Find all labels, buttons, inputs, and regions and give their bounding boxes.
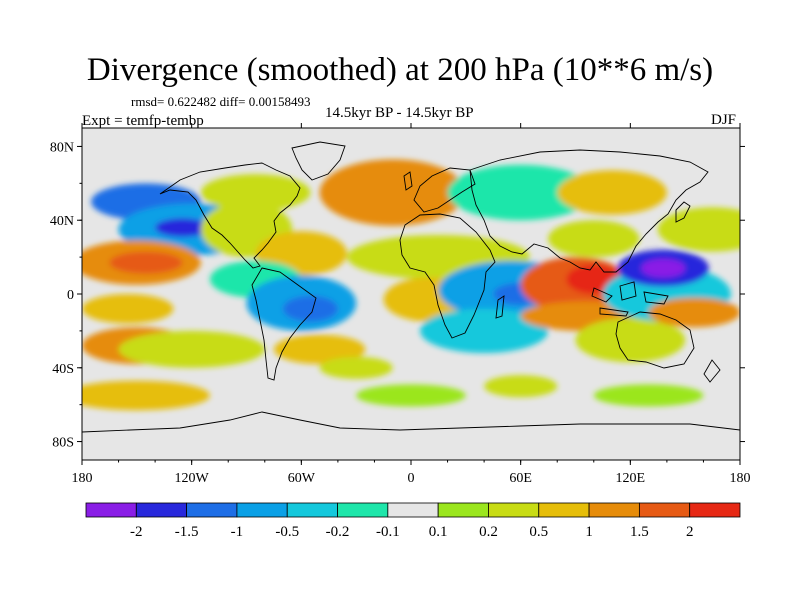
- colorbar-label: 0.1: [429, 524, 448, 540]
- colorbar-swatch: [437, 502, 489, 518]
- axis-ticks: [77, 123, 745, 465]
- colorbar-label: 2: [686, 524, 694, 540]
- anomaly-region: [319, 356, 393, 379]
- anomaly-region: [200, 174, 311, 211]
- coastline-outlines: [82, 141, 740, 433]
- stats-text: rmsd= 0.622482 diff= 0.00158493: [131, 94, 311, 109]
- anomaly-region: [447, 164, 594, 221]
- colorbar-label: -0.5: [275, 524, 299, 540]
- colorbar-swatch: [689, 502, 741, 518]
- anomaly-region: [109, 251, 183, 274]
- anomaly-region: [283, 295, 338, 322]
- latitude-labels: 80N 40N 0 40S 80S: [50, 140, 74, 450]
- anomaly-region: [548, 220, 640, 258]
- colorbar-swatch: [588, 502, 640, 518]
- colorbar-swatch: [186, 502, 238, 518]
- colorbar-swatch: [538, 502, 590, 518]
- longitude-label: 60E: [509, 471, 532, 486]
- anomaly-region: [484, 375, 558, 398]
- anomaly-region: [641, 258, 686, 278]
- colorbar-swatch: [638, 502, 691, 518]
- colorbar-label: -2: [130, 524, 143, 540]
- longitude-label: 120E: [616, 471, 646, 486]
- anomaly-region: [648, 297, 740, 328]
- plot-title: Divergence (smoothed) at 200 hPa (10**6 …: [86, 52, 714, 88]
- latitude-label: 40N: [50, 214, 74, 229]
- colorbar-label: 0.5: [529, 524, 548, 540]
- longitude-label: 180: [730, 471, 751, 486]
- colorbar-swatch: [488, 502, 540, 518]
- colorbar: [85, 502, 741, 518]
- latitude-label: 40S: [52, 362, 74, 377]
- anomaly-region: [657, 207, 740, 252]
- longitude-label: 60W: [288, 471, 316, 486]
- colorbar-swatch: [236, 502, 288, 518]
- colorbar-label: 1.5: [630, 524, 649, 540]
- anomaly-region: [557, 170, 667, 215]
- longitude-label: 0: [408, 471, 415, 486]
- period-label: 14.5kyr BP - 14.5kyr BP: [325, 105, 474, 121]
- anomaly-region: [420, 308, 549, 354]
- anomaly-region: [593, 384, 704, 407]
- colorbar-swatch: [85, 502, 137, 518]
- anomaly-region: [118, 330, 265, 368]
- colorbar-label: -0.1: [376, 524, 400, 540]
- longitude-label: 180: [72, 471, 93, 486]
- anomaly-region: [356, 384, 466, 407]
- colorbar-swatch: [135, 502, 188, 518]
- latitude-label: 0: [67, 288, 74, 303]
- colorbar-label: 1: [585, 524, 593, 540]
- latitude-label: 80N: [50, 140, 74, 155]
- colorbar-label: -1: [231, 524, 244, 540]
- colorbar-label: 0.2: [479, 524, 498, 540]
- latitude-label: 80S: [52, 436, 74, 451]
- anomaly-region: [82, 380, 210, 411]
- colorbar-swatch: [286, 502, 338, 518]
- experiment-label: Expt = temfp-tembp: [82, 113, 204, 129]
- anomaly-region: [82, 294, 174, 324]
- colorbar-labels: -2 -1.5 -1 -0.5 -0.2 -0.1 0.1 0.2 0.5 1 1.5 2: [130, 524, 693, 540]
- colorbar-label: -0.2: [326, 524, 350, 540]
- anomaly-region: [155, 218, 210, 237]
- longitude-label: 120W: [175, 471, 210, 486]
- colorbar-swatch: [387, 502, 439, 518]
- longitude-labels: 180 120W 60W 0 60E 120E 180: [72, 471, 751, 486]
- anomaly-region: [575, 317, 686, 363]
- season-label: DJF: [711, 112, 737, 128]
- anomaly-region: [319, 159, 466, 226]
- colorbar-swatch: [337, 502, 389, 518]
- colorbar-label: -1.5: [175, 524, 199, 540]
- anomaly-region: [273, 334, 366, 365]
